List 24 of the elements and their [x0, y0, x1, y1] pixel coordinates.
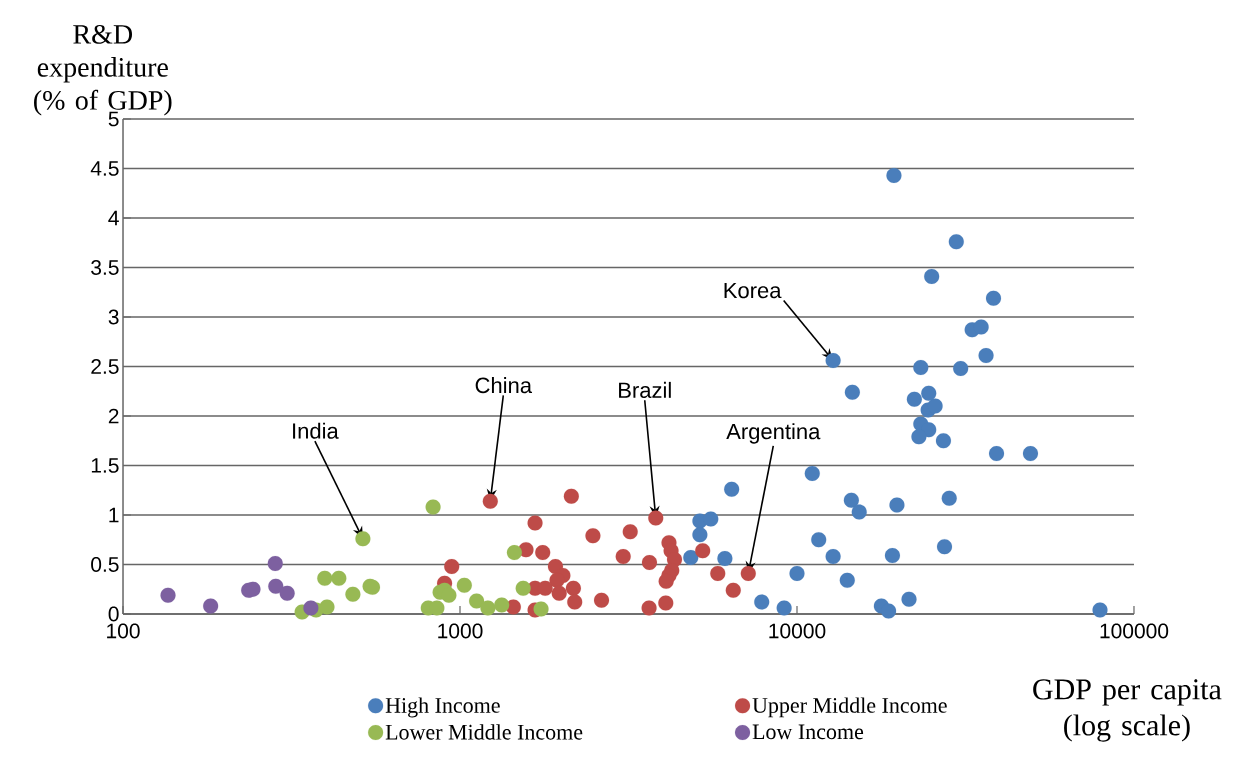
y-tick-label: 0 [108, 606, 119, 622]
annotation: China [475, 377, 533, 394]
y-tick-label: 2.5 [91, 359, 119, 374]
y-tick-label: 3 [108, 309, 119, 325]
y-tick-label: 4 [108, 210, 119, 226]
y-tick-label: 1 [109, 507, 119, 523]
x-axis-title: GDP per capita (log scale) [1033, 679, 1222, 742]
x-tick-label: 100 [107, 623, 140, 639]
x-tick-label: 100000 [1100, 623, 1169, 639]
annotation: Argentina [726, 423, 821, 444]
x-tick-label: 1000 [438, 623, 483, 639]
legend-label: Upper Middle Income [752, 697, 947, 718]
legend-label: High Income [385, 697, 500, 718]
y-tick-label: 0.5 [91, 557, 119, 572]
legend-label: Lower Middle Income [385, 724, 583, 740]
y-tick-label: 4.5 [90, 161, 119, 176]
x-tick-label: 10000 [769, 623, 826, 639]
legend-label: Low Income [752, 724, 864, 740]
annotation: India [293, 422, 339, 439]
y-tick-label: 3.5 [91, 260, 119, 275]
y-tick-label: 2 [108, 408, 119, 424]
annotation: Brazil [619, 381, 671, 399]
annotation: Korea [724, 282, 782, 299]
y-tick-label: 1.5 [91, 458, 119, 473]
